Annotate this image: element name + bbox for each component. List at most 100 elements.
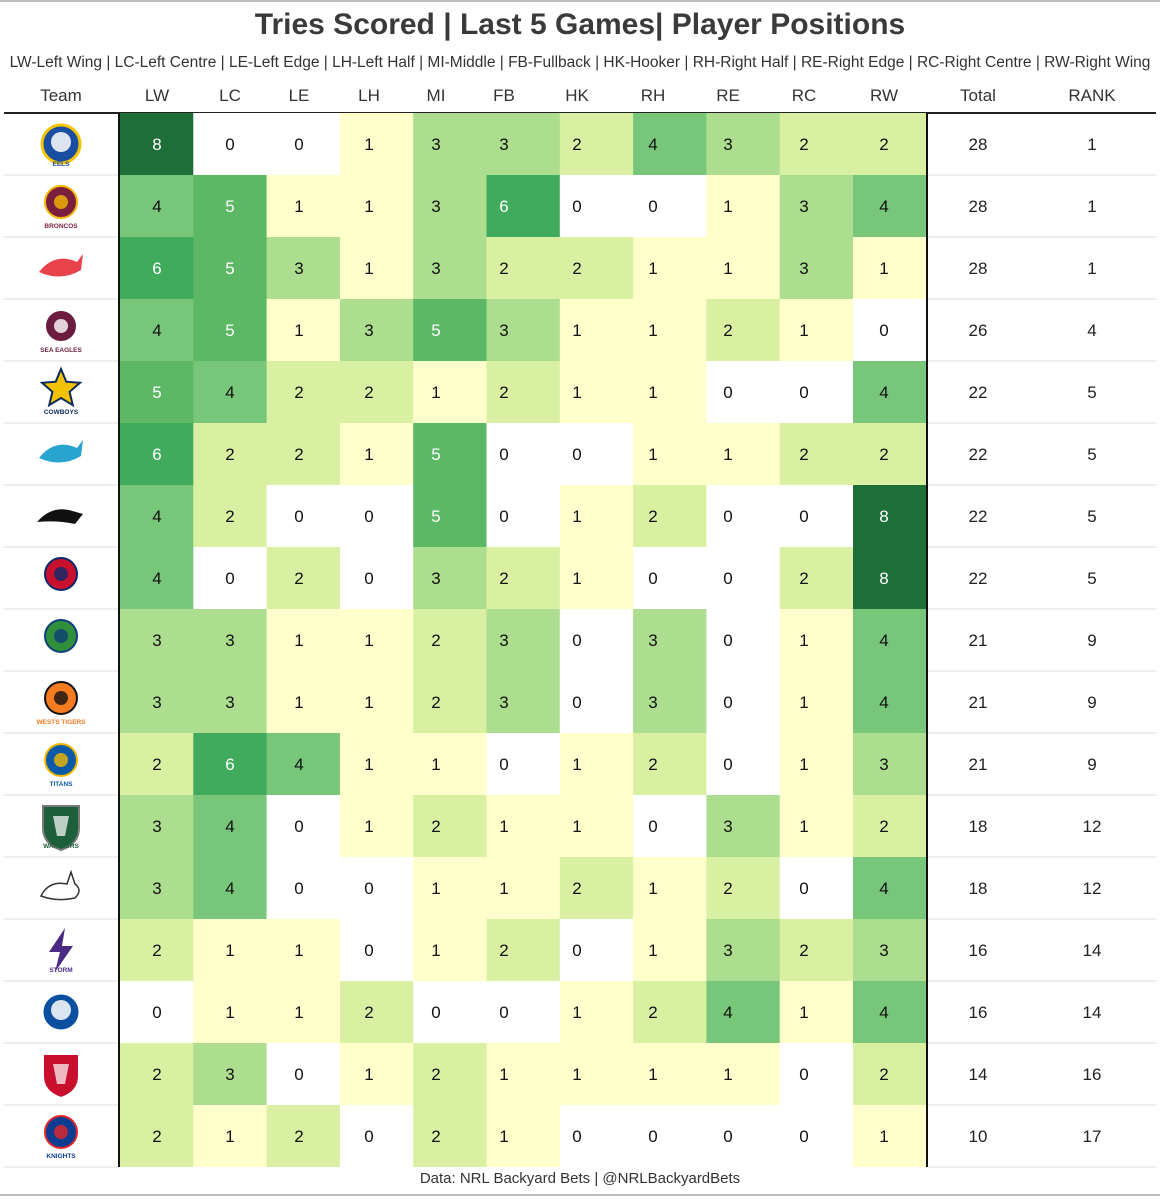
heat-cell-rc bbox=[779, 919, 854, 981]
roosters-logo bbox=[44, 557, 78, 591]
cell-value: 2 bbox=[799, 569, 808, 588]
heat-cell-rw bbox=[853, 1105, 927, 1167]
cell-value: 0 bbox=[723, 631, 732, 650]
heat-cell-rh bbox=[633, 175, 707, 237]
heat-cell-fb bbox=[486, 423, 561, 485]
table-row: 4 5 1 1 3 6 0 0 1 3 4 28 1 BRONCOS bbox=[4, 175, 1156, 238]
heat-cell-rc bbox=[779, 485, 854, 547]
data-source-footer: Data: NRL Backyard Bets | @NRLBackyardBe… bbox=[419, 1170, 741, 1187]
cell-value: 2 bbox=[431, 817, 440, 836]
cell-value: 1 bbox=[572, 1065, 581, 1084]
cell-value: 2 bbox=[879, 817, 888, 836]
heat-cell-lc bbox=[193, 113, 268, 175]
cell-value: 0 bbox=[572, 445, 581, 464]
heat-cell-rw bbox=[853, 733, 927, 795]
cell-value: 3 bbox=[799, 259, 808, 278]
column-header-rc: RC bbox=[792, 86, 817, 105]
heat-cell-re bbox=[706, 175, 781, 237]
heat-cell-lc bbox=[193, 299, 268, 361]
cell-value: 1 bbox=[294, 941, 303, 960]
column-header-rank: RANK bbox=[1068, 86, 1116, 105]
cell-value: 8 bbox=[879, 507, 888, 526]
heat-cell-rc bbox=[779, 113, 854, 175]
heat-cell-hk bbox=[559, 981, 634, 1043]
heat-cell-lw bbox=[120, 671, 194, 733]
column-header-rw: RW bbox=[870, 86, 898, 105]
cell-value: 0 bbox=[294, 1065, 303, 1084]
logo-text: STORM bbox=[49, 967, 72, 974]
warriors-logo: WARRIORS bbox=[42, 805, 80, 852]
heat-cell-lh bbox=[339, 795, 414, 857]
heat-cell-le bbox=[266, 175, 341, 237]
total-value: 21 bbox=[969, 631, 988, 650]
cell-value: 3 bbox=[879, 755, 888, 774]
heat-cell-lc bbox=[193, 857, 268, 919]
cell-value: 5 bbox=[225, 321, 234, 340]
dolphins-logo bbox=[39, 254, 83, 277]
cell-value: 1 bbox=[799, 693, 808, 712]
heat-cell-mi bbox=[413, 361, 488, 423]
heat-cell-rw bbox=[853, 485, 927, 547]
cell-value: 0 bbox=[648, 197, 657, 216]
heat-cell-fb bbox=[486, 671, 561, 733]
heat-cell-re bbox=[706, 237, 781, 299]
cell-value: 0 bbox=[364, 879, 373, 898]
total-value: 26 bbox=[969, 321, 988, 340]
heat-cell-lh bbox=[339, 609, 414, 671]
cell-value: 2 bbox=[431, 631, 440, 650]
heat-cell-lh bbox=[339, 113, 414, 175]
heat-cell-lh bbox=[339, 423, 414, 485]
cell-value: 1 bbox=[648, 259, 657, 278]
cell-value: 0 bbox=[572, 197, 581, 216]
total-value: 21 bbox=[969, 693, 988, 712]
storm-logo: STORM bbox=[49, 928, 73, 974]
heat-cell-hk bbox=[559, 795, 634, 857]
total-value: 16 bbox=[969, 941, 988, 960]
table-row: 2 1 1 0 1 2 0 1 3 2 3 16 14 STORM bbox=[4, 919, 1156, 982]
cell-value: 1 bbox=[225, 941, 234, 960]
total-value: 22 bbox=[969, 445, 988, 464]
logo-shape bbox=[39, 440, 83, 463]
cell-value: 5 bbox=[431, 321, 440, 340]
sea-eagles-logo: SEA EAGLES bbox=[40, 309, 82, 354]
heat-cell-re bbox=[706, 1105, 781, 1167]
heat-cell-rc bbox=[779, 299, 854, 361]
heat-cell-lw bbox=[120, 485, 194, 547]
cell-value: 3 bbox=[225, 631, 234, 650]
cell-value: 2 bbox=[431, 1065, 440, 1084]
cell-value: 1 bbox=[799, 755, 808, 774]
heat-cell-re bbox=[706, 423, 781, 485]
total-value: 14 bbox=[969, 1065, 988, 1084]
heat-cell-rc bbox=[779, 361, 854, 423]
cell-value: 2 bbox=[879, 445, 888, 464]
cell-value: 1 bbox=[648, 941, 657, 960]
heat-cell-lc bbox=[193, 485, 268, 547]
heat-cell-mi bbox=[413, 733, 488, 795]
logo-shape bbox=[39, 254, 83, 277]
heat-cell-fb bbox=[486, 609, 561, 671]
heat-cell-rh bbox=[633, 423, 707, 485]
heat-cell-rw bbox=[853, 175, 927, 237]
heat-cell-lc bbox=[193, 795, 268, 857]
cell-value: 6 bbox=[152, 259, 161, 278]
table-row: 2 3 0 1 2 1 1 1 1 0 2 14 16 bbox=[4, 1043, 1156, 1106]
rank-value: 12 bbox=[1083, 817, 1102, 836]
logo-shape bbox=[54, 691, 68, 705]
cell-value: 0 bbox=[572, 1127, 581, 1146]
heat-cell-le bbox=[266, 237, 341, 299]
rank-value: 5 bbox=[1087, 569, 1096, 588]
cell-value: 1 bbox=[799, 631, 808, 650]
column-header-hk: HK bbox=[565, 86, 589, 105]
cell-value: 1 bbox=[364, 755, 373, 774]
cell-value: 4 bbox=[648, 135, 657, 154]
cell-value: 2 bbox=[364, 1003, 373, 1022]
heat-cell-mi bbox=[413, 423, 488, 485]
heat-cell-fb bbox=[486, 919, 561, 981]
cell-value: 3 bbox=[152, 879, 161, 898]
heat-cell-re bbox=[706, 795, 781, 857]
heat-cell-lw bbox=[120, 299, 194, 361]
cell-value: 0 bbox=[648, 569, 657, 588]
